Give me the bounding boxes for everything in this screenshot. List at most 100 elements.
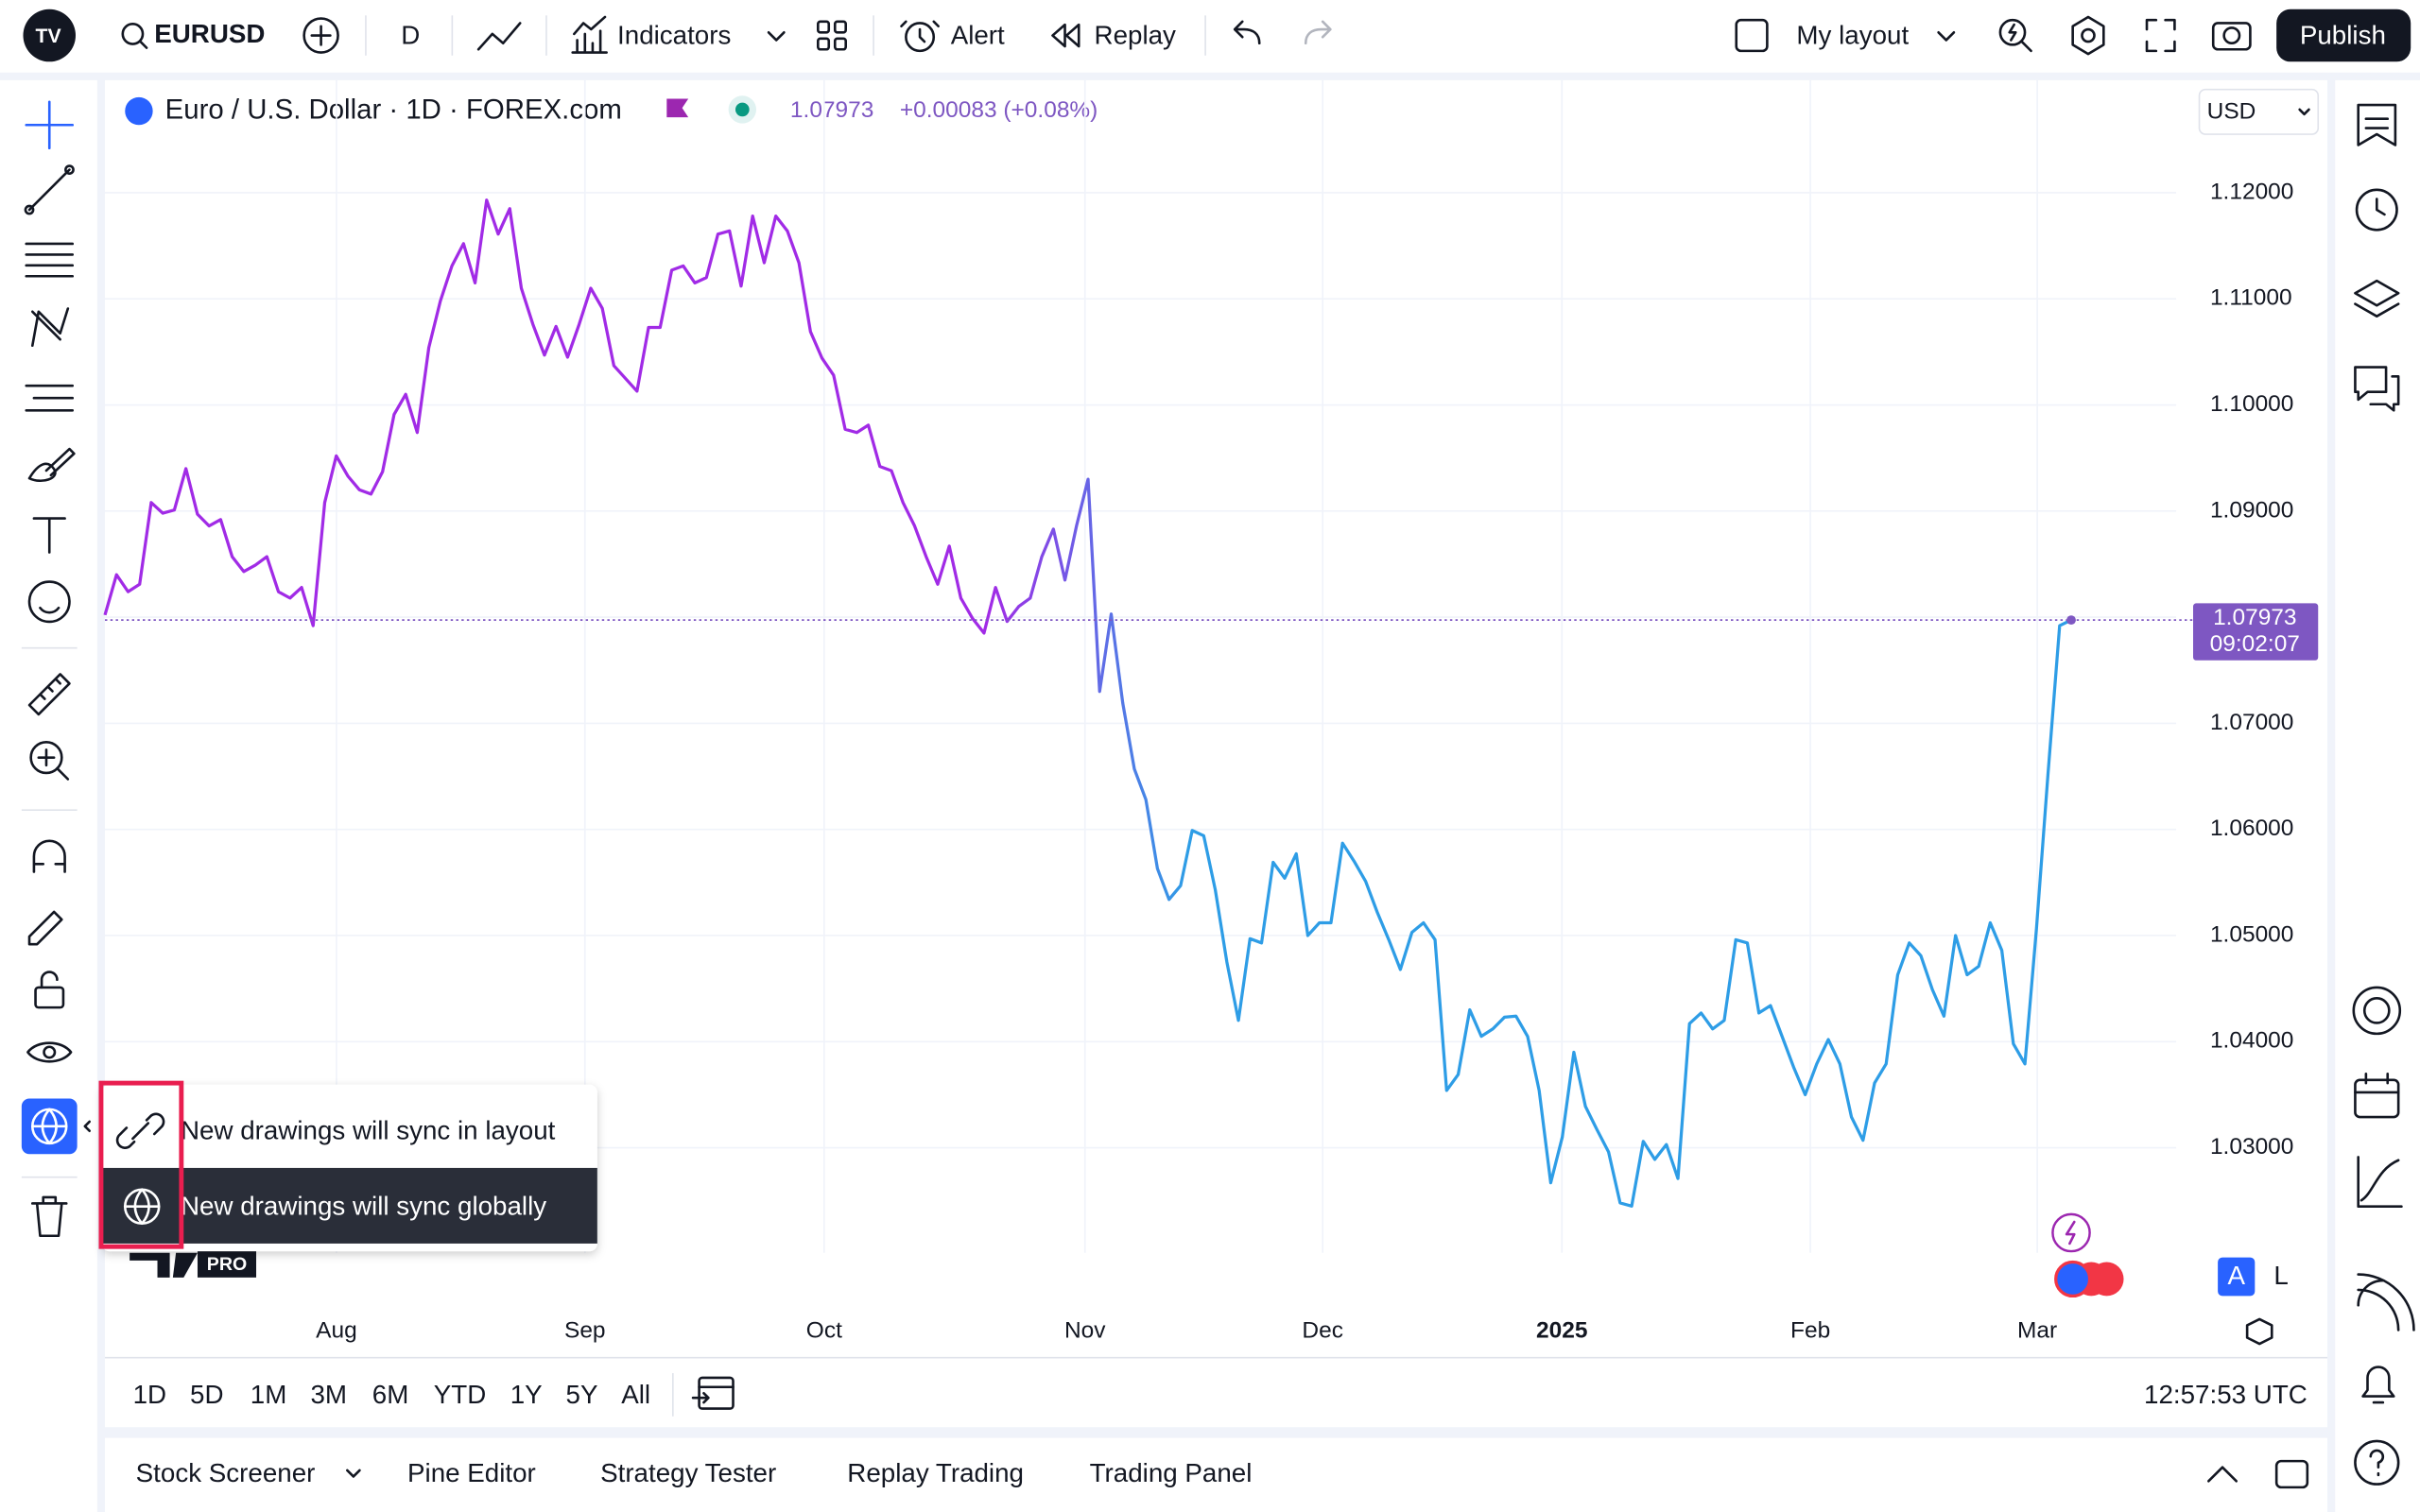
range-button[interactable]: 5Y <box>566 1380 598 1409</box>
forecast-tool[interactable] <box>25 384 75 412</box>
market-status <box>735 102 750 117</box>
fullscreen-icon[interactable] <box>2145 18 2176 53</box>
alerts[interactable] <box>2355 188 2398 232</box>
range-button[interactable]: All <box>621 1380 650 1409</box>
link-icon <box>115 1112 165 1149</box>
help <box>2369 1449 2385 1477</box>
add-icon[interactable] <box>302 17 339 54</box>
symbol[interactable]: EURUSD <box>154 19 265 48</box>
ideas[interactable] <box>2357 1156 2403 1209</box>
settings-icon[interactable] <box>2071 15 2105 56</box>
add-icon <box>310 25 332 46</box>
dropdown[interactable] <box>346 1469 361 1478</box>
right-sidebar <box>2335 79 2420 1512</box>
search-icon <box>121 23 145 45</box>
alert[interactable]: Alert <box>951 21 1005 50</box>
left-toolbar <box>0 79 97 1512</box>
hotlists[interactable] <box>2352 986 2402 1036</box>
stay-drawing-tool[interactable] <box>27 910 63 946</box>
chart-type-icon[interactable] <box>476 22 522 51</box>
layout-name[interactable]: My layout <box>1796 21 1909 50</box>
y-tick-label: 1.06000 <box>2210 816 2293 841</box>
arrow <box>83 1120 91 1133</box>
lock-tool[interactable] <box>34 986 65 1009</box>
indicators-icon <box>571 15 608 54</box>
pattern-tool[interactable] <box>30 307 70 348</box>
emoji-tool[interactable] <box>27 580 71 624</box>
range-button[interactable]: 1M <box>251 1380 287 1409</box>
range-button[interactable]: 1Y <box>510 1380 543 1409</box>
measure-tool[interactable] <box>27 673 71 716</box>
event-icon[interactable] <box>2054 1260 2092 1298</box>
x-tick-label: Oct <box>806 1317 842 1343</box>
popup-item[interactable]: New drawings will sync globally <box>181 1192 546 1221</box>
range-button[interactable]: 1D <box>133 1380 166 1409</box>
watchlist[interactable] <box>2357 103 2397 146</box>
x-tick-label: Feb <box>1790 1317 1830 1343</box>
replay[interactable]: Replay <box>1095 21 1177 50</box>
notifications[interactable] <box>2361 1366 2395 1404</box>
panel-tab[interactable]: Replay Trading <box>847 1458 1024 1487</box>
object-tree[interactable] <box>2354 279 2400 318</box>
panel-tab[interactable]: Trading Panel <box>1090 1458 1253 1487</box>
magnet-tool[interactable] <box>32 839 66 873</box>
grid: 1.030001.040001.050001.060001.070001.080… <box>105 79 2293 1343</box>
popup-item[interactable]: New drawings will sync in layout <box>181 1116 556 1145</box>
hotlists <box>2362 997 2391 1024</box>
indicators[interactable]: Indicators <box>617 21 731 50</box>
collapse[interactable] <box>2207 1466 2238 1483</box>
logo[interactable] <box>23 9 76 62</box>
fib-tool[interactable] <box>25 242 75 278</box>
currency[interactable]: USD <box>2207 99 2256 125</box>
x-tick-label: Dec <box>1302 1317 1343 1343</box>
brush-tool[interactable] <box>27 447 76 483</box>
maximize[interactable] <box>2274 1459 2309 1489</box>
help[interactable] <box>2354 1439 2400 1486</box>
range-button[interactable]: 3M <box>310 1380 347 1409</box>
range-button[interactable]: 6M <box>372 1380 409 1409</box>
alerts <box>2375 198 2386 216</box>
layout-icon[interactable] <box>1735 18 1769 53</box>
auto-scale-label[interactable]: A <box>2227 1261 2245 1290</box>
goto-date[interactable] <box>698 1376 735 1410</box>
alert-icon <box>905 22 936 53</box>
y-tick-label: 1.10000 <box>2210 391 2293 417</box>
interval[interactable]: D <box>401 21 420 50</box>
calendar[interactable] <box>2354 1078 2400 1119</box>
delete-tool[interactable] <box>30 1195 68 1238</box>
quick-search-icon[interactable] <box>1998 18 2027 46</box>
top-bar <box>0 0 2420 73</box>
streams[interactable] <box>2357 1273 2415 1332</box>
chats[interactable] <box>2354 366 2400 412</box>
popup-selected-row[interactable] <box>101 1167 597 1244</box>
globe-icon <box>123 1188 161 1225</box>
publish-label[interactable]: Publish <box>2300 21 2386 50</box>
trendline-tool[interactable] <box>27 168 71 212</box>
publish-button[interactable] <box>2276 9 2411 62</box>
log-scale-label[interactable]: L <box>2273 1261 2288 1290</box>
dropdown[interactable] <box>1937 30 1956 42</box>
price-line <box>103 198 2072 1208</box>
search-icon <box>139 40 148 49</box>
panel-tab[interactable]: Strategy Tester <box>600 1458 776 1487</box>
panel-tab[interactable]: Stock Screener <box>136 1458 316 1487</box>
templates-icon[interactable] <box>817 20 831 34</box>
flag[interactable] <box>666 98 689 118</box>
y-tick-label: 1.04000 <box>2210 1028 2293 1054</box>
text-tool[interactable] <box>32 517 66 554</box>
range-button[interactable]: YTD <box>434 1380 487 1409</box>
auto-scale[interactable] <box>2218 1257 2256 1297</box>
undo[interactable] <box>1233 20 1261 45</box>
crosshair-tool[interactable] <box>25 100 75 150</box>
range-button[interactable]: 5D <box>190 1380 223 1409</box>
axis-settings[interactable] <box>2245 1317 2273 1346</box>
dropdown[interactable] <box>767 30 786 42</box>
snapshot-icon[interactable] <box>2211 22 2252 51</box>
panel-tab[interactable]: Pine Editor <box>407 1458 536 1487</box>
redo[interactable] <box>1304 20 1332 45</box>
hide-tool[interactable] <box>26 1041 73 1063</box>
zoom-tool[interactable] <box>29 741 63 775</box>
price-label: 1.07973 <box>2213 605 2296 630</box>
currency-select[interactable] <box>2198 88 2320 135</box>
event-icon[interactable] <box>2051 1212 2091 1253</box>
